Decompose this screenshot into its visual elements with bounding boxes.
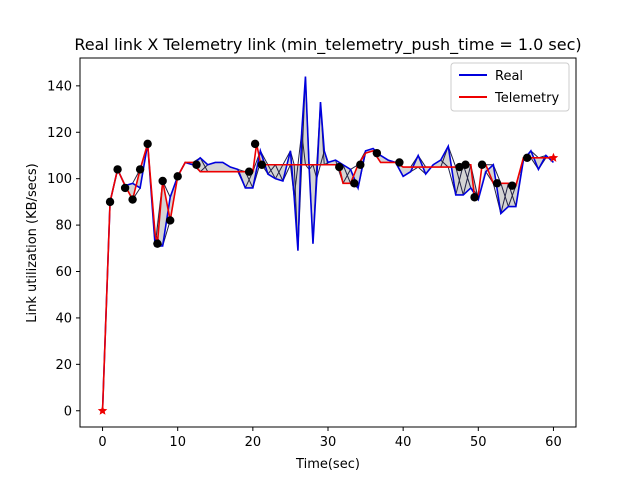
hatch-line (342, 169, 351, 184)
chart-title: Real link X Telemetry link (min_telemetr… (74, 35, 581, 55)
legend: Real Telemetry (450, 62, 570, 112)
telemetry-point (158, 176, 167, 186)
telemetry-point (470, 193, 479, 202)
telemetry-star-point (548, 152, 559, 162)
hatch-line (455, 166, 464, 196)
telemetry-point (507, 181, 517, 190)
telemetry-point (173, 172, 182, 181)
hatch-line (199, 157, 209, 172)
y-tick-label: 60 (55, 265, 72, 280)
telemetry-point (135, 165, 145, 174)
hatch-line (274, 164, 284, 182)
telemetry-star-point (97, 405, 108, 415)
telemetry-point (356, 160, 365, 169)
hatch-line (500, 183, 509, 214)
x-tick-label: 60 (545, 435, 562, 450)
telemetry-point (492, 179, 502, 188)
y-tick-label: 140 (47, 79, 72, 94)
x-tick-label: 50 (470, 435, 487, 450)
telemetry-point (250, 139, 260, 149)
telemetry-point (244, 167, 254, 176)
x-tick-label: 0 (98, 435, 106, 450)
hatch-line (199, 164, 209, 173)
y-tick-label: 100 (47, 172, 72, 187)
hatch-line (267, 164, 276, 179)
x-tick-label: 30 (320, 435, 337, 450)
y-tick-label: 0 (64, 404, 72, 419)
y-axis-title: Link utilization (KB/secs) (25, 163, 40, 322)
telemetry-point (153, 239, 162, 248)
telemetry-point (257, 160, 267, 169)
telemetry-point (113, 165, 122, 174)
hatch-line (500, 183, 509, 207)
telemetry-point (128, 195, 137, 204)
telemetry-point (461, 160, 470, 169)
y-tick-label: 20 (55, 358, 72, 373)
telemetry-point (477, 160, 487, 169)
telemetry-point (372, 148, 382, 158)
telemetry-point (120, 183, 130, 193)
x-tick-label: 10 (169, 435, 186, 450)
telemetry-point (395, 158, 404, 167)
telemetry-point (105, 197, 115, 207)
legend-label-real: Real (495, 69, 523, 84)
hatch-line (462, 164, 472, 196)
telemetry-point (192, 160, 201, 169)
y-tick-label: 120 (47, 126, 72, 141)
hatch-line (342, 164, 352, 184)
hatch-line (320, 150, 325, 165)
telemetry-point (522, 153, 532, 162)
legend-label-telemetry: Telemetry (494, 91, 559, 106)
hatch-line (293, 164, 299, 198)
telemetry-point (165, 216, 175, 225)
hatch-line (440, 159, 449, 168)
y-tick-label: 80 (55, 219, 72, 234)
x-tick-label: 40 (395, 435, 412, 450)
y-tick-label: 40 (55, 311, 72, 326)
hatch-line (267, 164, 276, 175)
telemetry-point (350, 179, 359, 188)
telemetry-point (143, 139, 152, 149)
telemetry-point (335, 162, 344, 172)
x-axis-title: Time(sec) (295, 457, 360, 472)
x-tick-label: 20 (245, 435, 262, 450)
